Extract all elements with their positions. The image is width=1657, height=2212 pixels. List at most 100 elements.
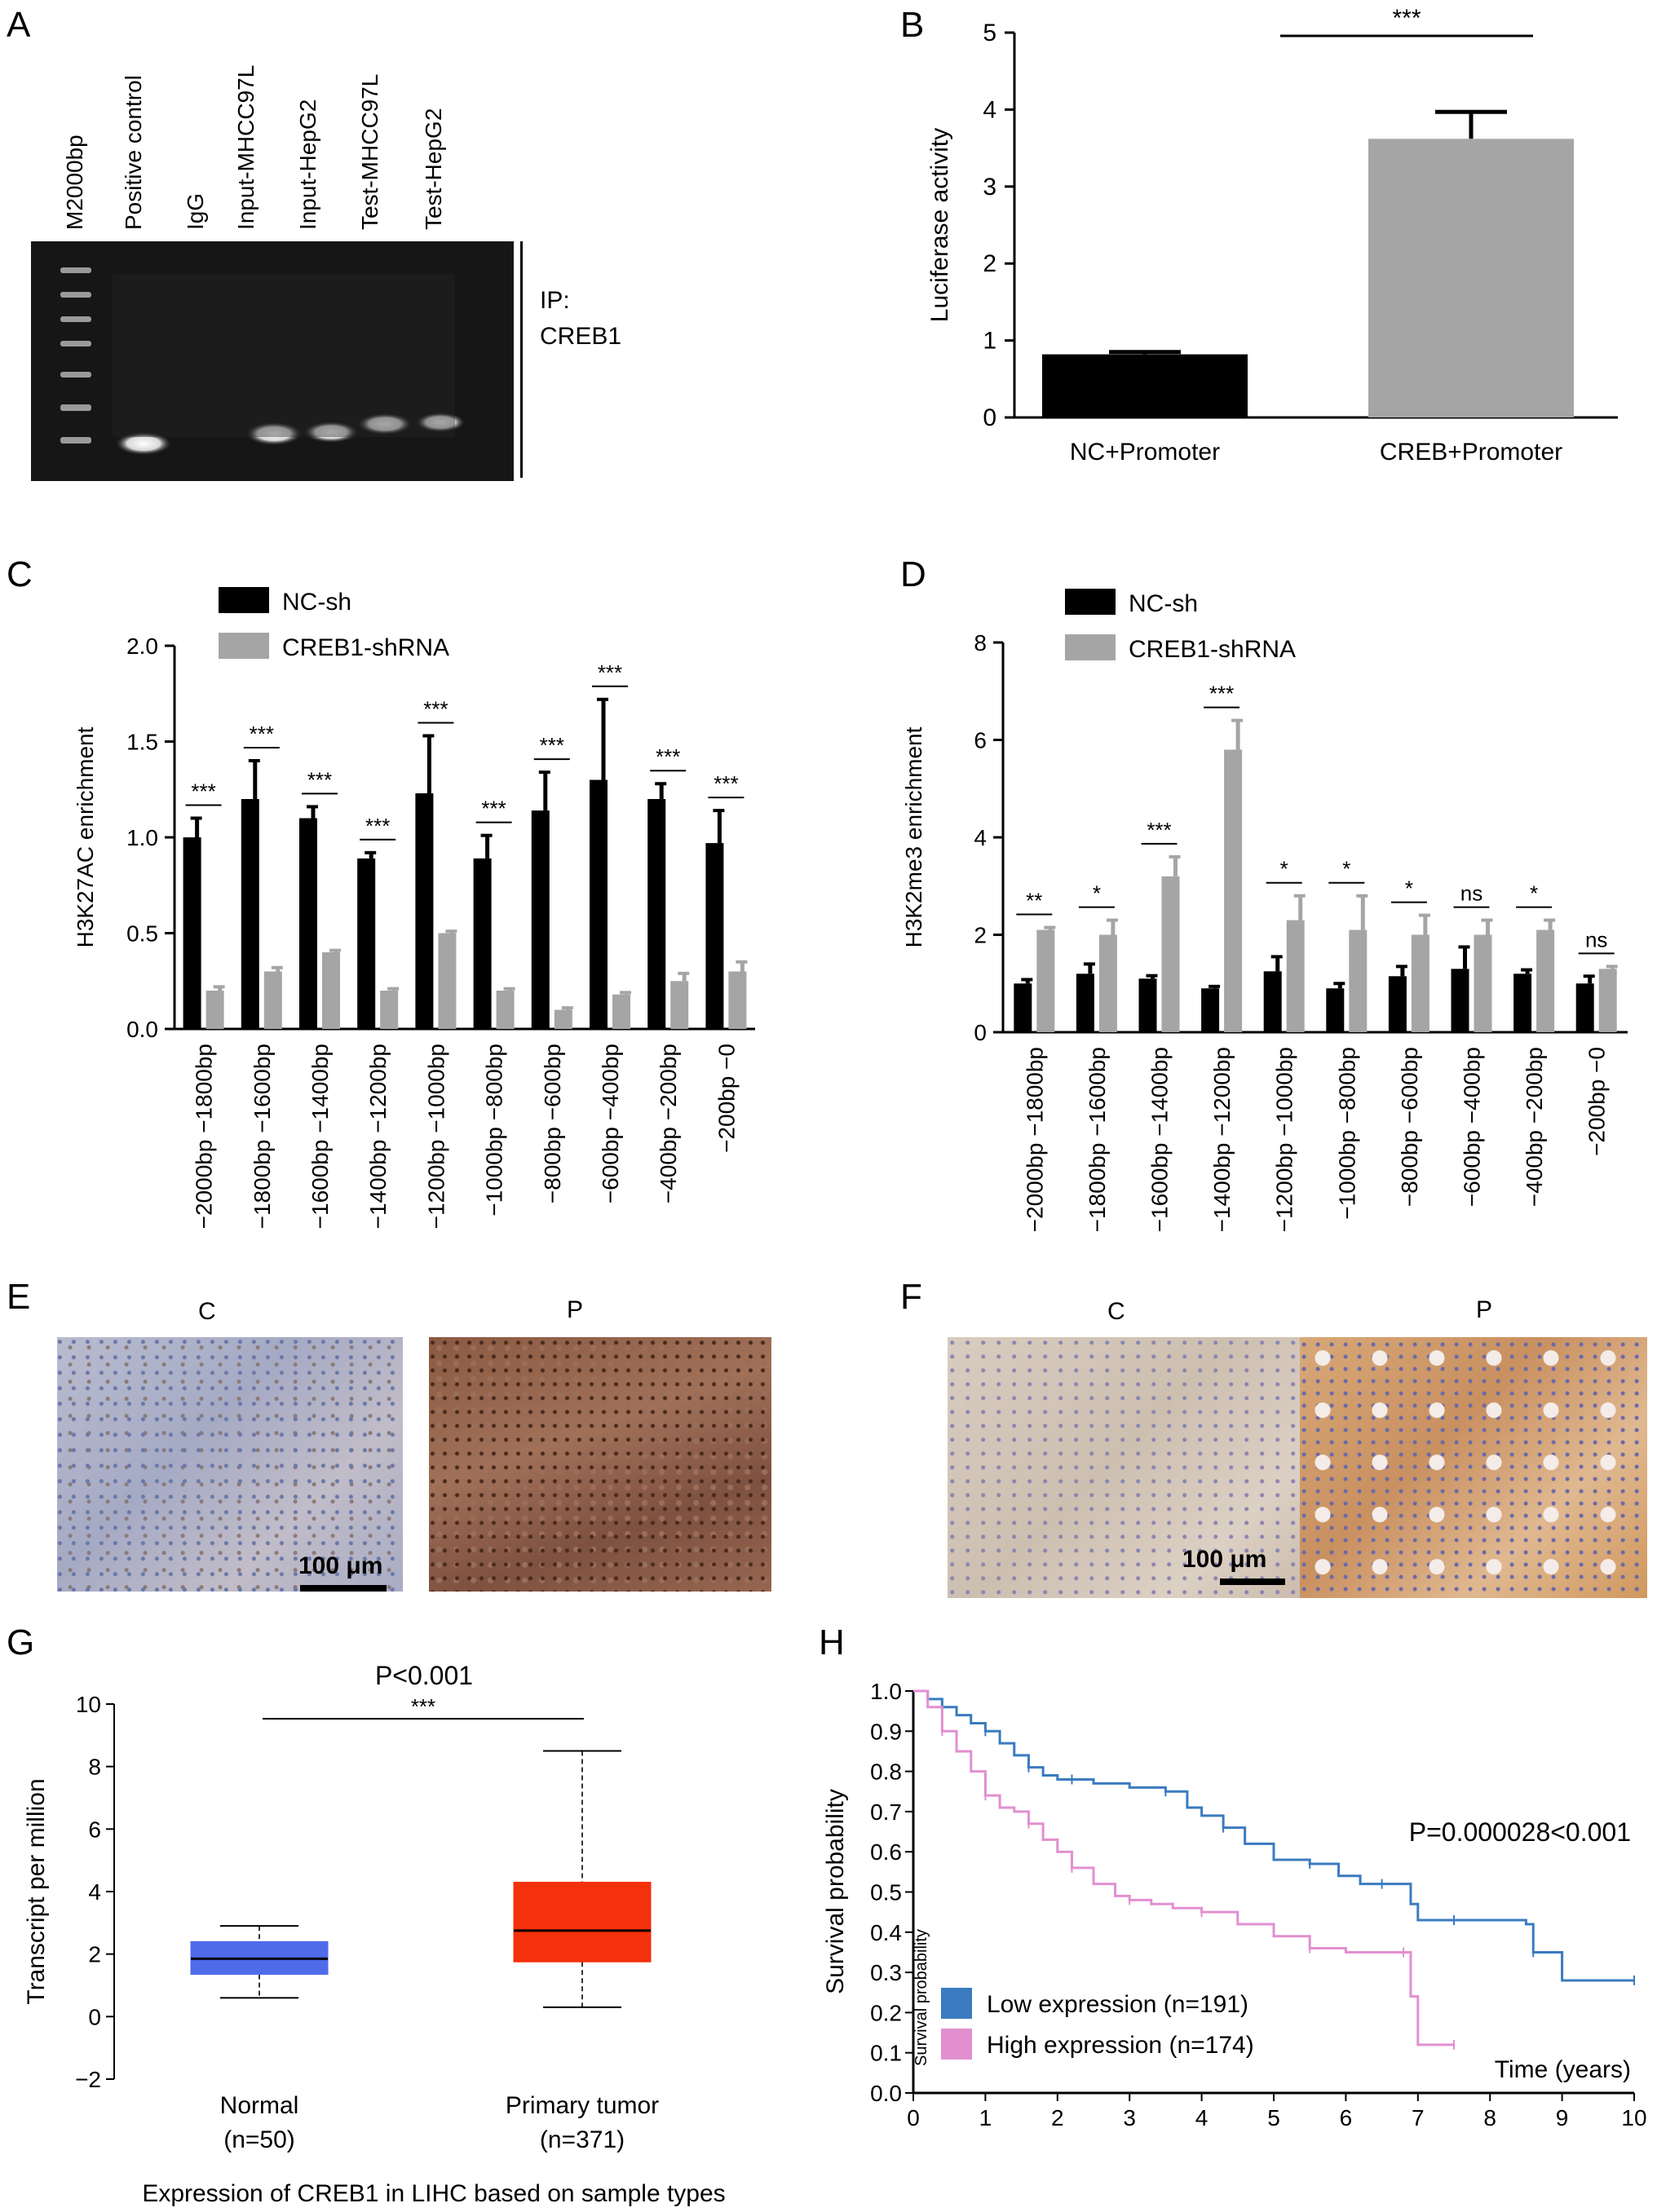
- panel-g-boxplot: −2 0 2 4 6 8 10 Transcript per million Normal (n=…: [23, 1661, 726, 2207]
- x-tick-label: CREB+Promoter: [1380, 439, 1562, 466]
- gel-image: [31, 241, 514, 481]
- x-tick-label: NC+Promoter: [1070, 439, 1220, 466]
- x-tick-label: −600bp −400bp: [598, 1044, 623, 1203]
- bar: [647, 799, 666, 1029]
- bar: [728, 971, 747, 1029]
- x-tick-label: −1800bp −1600bp: [250, 1044, 275, 1229]
- y-tick-label: 0.3: [870, 1960, 902, 1985]
- y-tick-label: 0.7: [870, 1799, 902, 1825]
- gel-lane-label: IgG: [183, 192, 208, 230]
- bar: [1536, 929, 1555, 1032]
- y-tick-label: 5: [983, 20, 996, 46]
- ip-bracket-line: [520, 241, 523, 478]
- survival-curve: [913, 1689, 1454, 2046]
- bar: [438, 933, 457, 1029]
- x-tick-label: −800bp −600bp: [540, 1044, 565, 1203]
- significance-label: ***: [307, 767, 332, 792]
- y-tick-label: 0.2: [870, 2000, 902, 2025]
- x-axis-label: Expression of CREB1 in LIHC based on sam…: [142, 2180, 725, 2207]
- bar: [1138, 978, 1157, 1032]
- x-tick-label: Primary tumor: [506, 2092, 659, 2119]
- legend-swatch: [1065, 589, 1116, 615]
- y-tick-label: 0.5: [870, 1880, 902, 1905]
- x-tick-label: −1600bp −1400bp: [307, 1044, 333, 1229]
- y-tick-label: 0.0: [126, 1017, 158, 1042]
- p-value-label: P<0.001: [375, 1661, 473, 1690]
- bar: [590, 779, 608, 1029]
- legend-swatch: [219, 587, 269, 613]
- x-tick-label: 5: [1267, 2105, 1280, 2130]
- bar: [1014, 983, 1032, 1032]
- panel-letter-g: G: [7, 1623, 35, 1662]
- y-tick-label: 2: [88, 1942, 101, 1967]
- x-tick-label: 8: [1483, 2105, 1496, 2130]
- y-axis-label: Luciferase activity: [926, 128, 953, 322]
- significance-label: ***: [540, 733, 564, 757]
- bar: [473, 858, 492, 1029]
- legend-swatch: [219, 633, 269, 659]
- bar: [1036, 929, 1055, 1032]
- ip-label: IP:: [540, 287, 570, 314]
- bar: [1161, 876, 1180, 1032]
- gel-lane-label: Positive control: [121, 75, 146, 230]
- legend-label: CREB1-shRNA: [1129, 636, 1296, 663]
- tissue-caption-c: C: [198, 1298, 216, 1325]
- bar: [322, 952, 340, 1029]
- x-tick-label: 4: [1195, 2105, 1209, 2130]
- bar: [183, 837, 201, 1029]
- bar: [1349, 929, 1368, 1032]
- panel-letter-d: D: [900, 554, 926, 594]
- x-tick-label: 0: [907, 2105, 920, 2130]
- x-tick-label: −1400bp −1200bp: [365, 1044, 391, 1229]
- y-tick-label: 1.0: [870, 1679, 902, 1704]
- significance-label: ***: [1392, 5, 1421, 32]
- x-tick-label: 7: [1412, 2105, 1425, 2130]
- significance-label: *: [1405, 876, 1413, 901]
- gel-band: [116, 432, 171, 455]
- bar: [1388, 976, 1407, 1032]
- bar: [1098, 934, 1117, 1032]
- y-tick-label: 4: [88, 1879, 101, 1905]
- significance-label: ***: [191, 779, 215, 804]
- significance-label: ***: [1209, 682, 1234, 706]
- legend-label: CREB1-shRNA: [282, 634, 449, 661]
- y-tick-label: 1.5: [126, 730, 158, 755]
- category-count-label: (n=371): [540, 2126, 625, 2153]
- legend-swatch: [941, 1988, 972, 2019]
- x-tick-label: −1200bp −1000bp: [1272, 1047, 1297, 1232]
- legend-swatch: [1065, 634, 1116, 660]
- significance-label: ***: [656, 744, 680, 769]
- significance-label: **: [1026, 889, 1042, 913]
- panel-letter-f: F: [900, 1277, 922, 1317]
- bar: [415, 793, 434, 1029]
- y-tick-label: −2: [75, 2067, 101, 2092]
- scale-bar-f: [1220, 1578, 1285, 1585]
- x-axis-label: Time (years): [1495, 2056, 1631, 2083]
- gel-lane-label: Test-HepG2: [421, 108, 446, 230]
- y-tick-label: 0.4: [870, 1920, 902, 1945]
- significance-label: ***: [411, 1694, 435, 1719]
- y-tick-label: 1: [983, 328, 996, 355]
- x-tick-label: −1000bp −800bp: [482, 1044, 507, 1216]
- x-tick-label: −2000bp −1800bp: [1022, 1047, 1047, 1232]
- y-tick-label: 0.6: [870, 1839, 902, 1865]
- x-tick-label: −1600bp −1400bp: [1147, 1047, 1173, 1232]
- significance-label: ns: [1585, 927, 1607, 951]
- legend-label: NC-sh: [282, 589, 351, 616]
- x-tick-label: 10: [1621, 2105, 1646, 2130]
- panel-c-h3k27ac-chart: 0.0 0.5 1.0 1.5 2.0 H3K27AC enrichment NC-sh CR…: [73, 587, 755, 1229]
- ip-target-label: CREB1: [540, 323, 622, 350]
- y-tick-label: 8: [974, 630, 987, 656]
- significance-label: ***: [598, 660, 622, 685]
- bar: [357, 858, 376, 1029]
- x-tick-label: Normal: [220, 2092, 299, 2119]
- x-tick-label: 1: [979, 2105, 992, 2130]
- p-value-label: P=0.000028<0.001: [1409, 1817, 1631, 1847]
- significance-label: *: [1093, 881, 1101, 906]
- bar: [1224, 749, 1243, 1032]
- y-tick-label: 0.0: [870, 2081, 902, 2106]
- bar: [1326, 988, 1345, 1032]
- bar: [1474, 934, 1492, 1032]
- significance-label: *: [1530, 881, 1538, 906]
- y-tick-label: 2.0: [126, 634, 158, 659]
